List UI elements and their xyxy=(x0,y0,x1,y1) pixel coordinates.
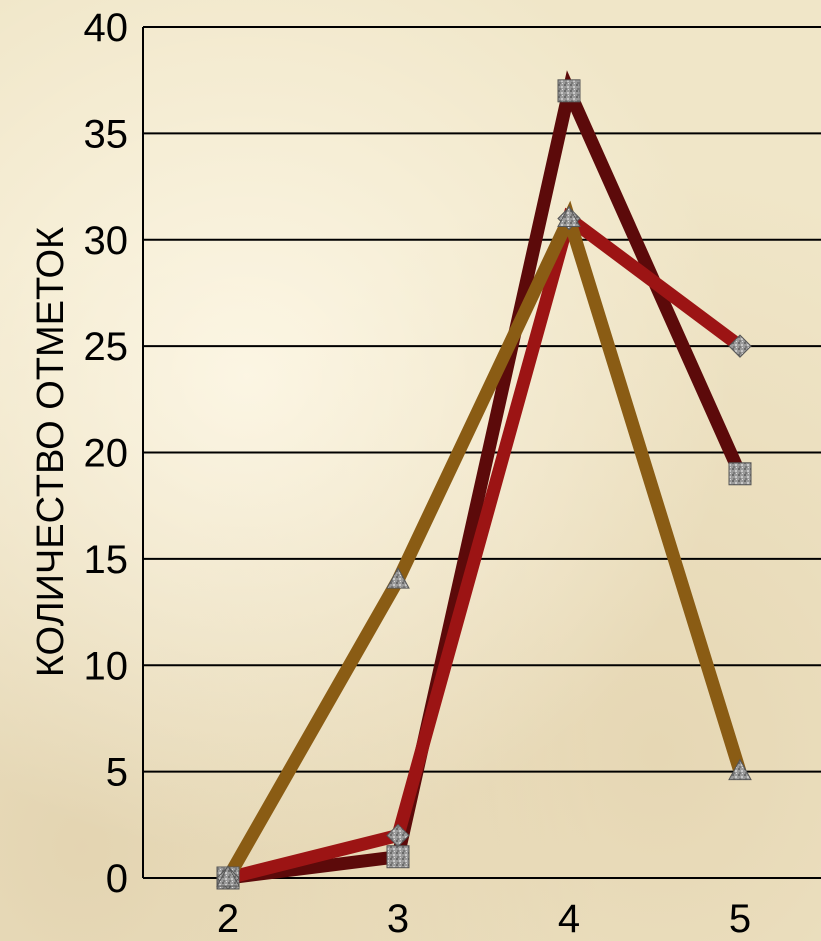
data-point-marker xyxy=(728,758,752,781)
gridlines xyxy=(143,26,821,773)
y-axis-title: КОЛИЧЕСТВО ОТМЕТОК xyxy=(30,227,72,677)
y-tick-label: 40 xyxy=(84,6,129,50)
data-point-marker xyxy=(557,205,581,227)
series-line-2 xyxy=(226,207,744,885)
series-line-3 xyxy=(222,200,747,882)
y-tick-label: 10 xyxy=(84,644,129,688)
y-tick-label: 25 xyxy=(84,325,129,369)
data-point-marker xyxy=(386,567,410,589)
x-tick-labels: 2 3 4 5 xyxy=(217,897,751,941)
x-tick-label: 3 xyxy=(387,897,409,941)
y-tick-label: 30 xyxy=(84,219,129,263)
data-point-marker xyxy=(386,823,410,848)
data-point-marker xyxy=(728,462,752,486)
x-tick-label: 5 xyxy=(729,897,751,941)
y-tick-label: 20 xyxy=(84,432,129,476)
series-lines xyxy=(222,70,747,885)
data-point-marker xyxy=(216,864,240,887)
y-tick-label: 15 xyxy=(84,538,129,582)
data-point-marker xyxy=(728,334,752,358)
y-tick-label: 35 xyxy=(84,112,129,156)
x-tick-label: 4 xyxy=(558,897,580,941)
data-point-marker xyxy=(386,845,410,869)
series-line-1 xyxy=(227,70,746,885)
y-tick-label: 0 xyxy=(106,857,128,901)
data-point-marker xyxy=(557,79,581,103)
y-tick-label: 5 xyxy=(106,751,128,795)
series-markers xyxy=(216,79,752,890)
y-tick-labels: 0 5 10 15 20 25 30 35 40 xyxy=(84,6,129,901)
x-tick-label: 2 xyxy=(217,897,239,941)
